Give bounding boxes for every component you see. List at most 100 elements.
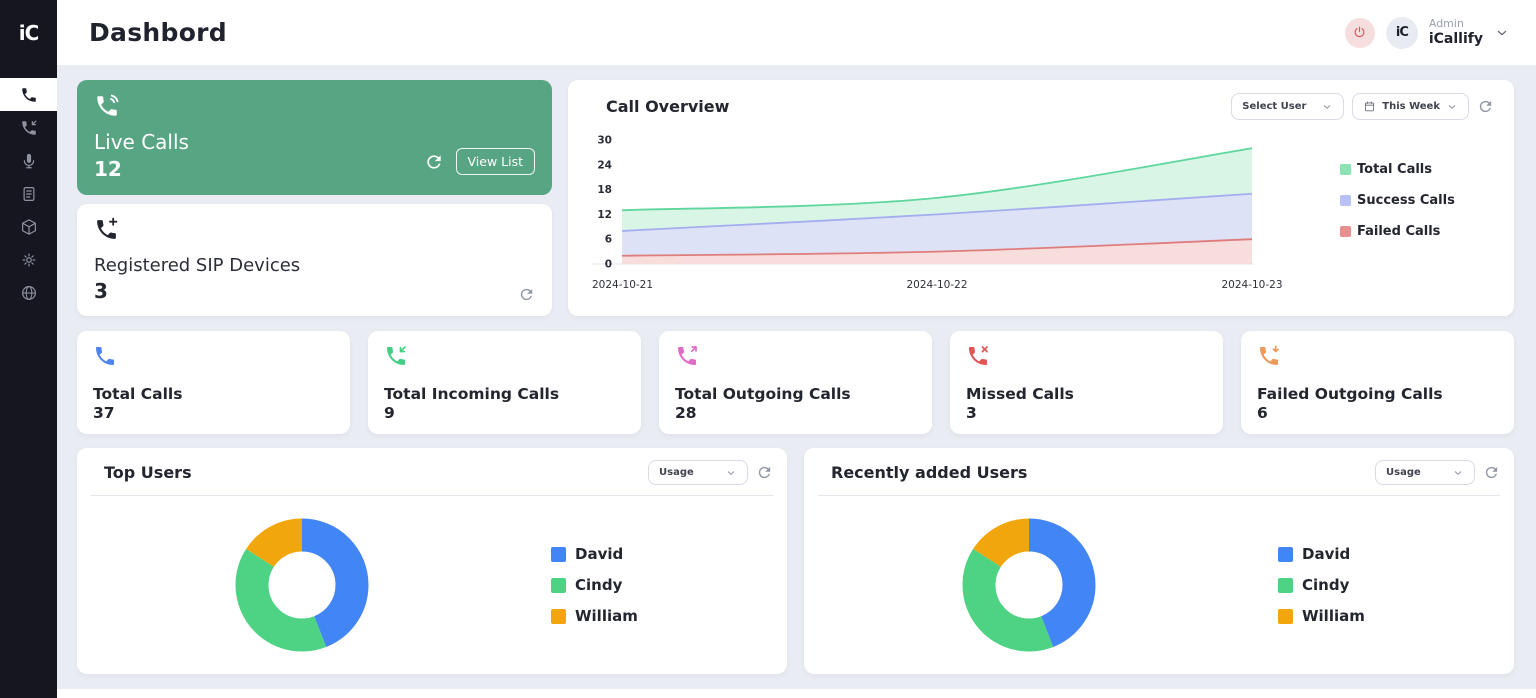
phone-icon	[21, 87, 36, 102]
microphone-icon	[23, 152, 34, 168]
user-name: iCallify	[1428, 30, 1483, 47]
live-calls-card: Live Calls 12 View List	[77, 80, 552, 195]
refresh-icon[interactable]	[518, 286, 535, 303]
svg-text:6: 6	[605, 234, 612, 246]
live-calls-title: Live Calls	[94, 130, 189, 154]
sidebar-item-recordings[interactable]	[0, 144, 57, 177]
legend-label: David	[575, 545, 624, 563]
usage-label: Usage	[659, 467, 694, 478]
select-user-label: Select User	[1242, 101, 1307, 112]
legend-swatch	[1340, 226, 1351, 237]
page-title: Dashbord	[89, 18, 227, 47]
sidebar: iC	[0, 0, 57, 698]
chevron-down-icon	[1324, 104, 1331, 109]
sidebar-item-reports[interactable]	[0, 177, 57, 210]
legend-label: William	[1302, 607, 1365, 625]
stat-card-outgoing-calls: Total Outgoing Calls 28	[659, 331, 932, 434]
legend-item: Cindy	[1278, 576, 1365, 594]
calendar-icon	[1365, 101, 1375, 112]
stat-card-incoming-calls: Total Incoming Calls 9	[368, 331, 641, 434]
call-overview-chart: 0 6 12 18 24 30 2024-10-21 2024-10-22 2024-10-23	[592, 135, 1283, 291]
refresh-icon[interactable]	[1483, 464, 1500, 481]
legend-label: Total Calls	[1357, 162, 1433, 177]
legend-label: William	[575, 607, 638, 625]
header: Dashbord iC Admin iCallify	[57, 0, 1536, 65]
sidebar-item-support[interactable]	[0, 276, 57, 309]
legend-swatch	[1278, 546, 1293, 562]
outgoing-call-icon	[675, 344, 699, 368]
phone-wave-icon	[94, 93, 120, 119]
chevron-down-icon	[1448, 104, 1456, 109]
call-overview-card: Call Overview Select User This Week	[568, 80, 1514, 316]
stat-card-missed-calls: Missed Calls 3	[950, 331, 1223, 434]
svg-text:2024-10-22: 2024-10-22	[906, 279, 967, 291]
phone-plus-icon	[94, 217, 119, 242]
legend-swatch	[551, 577, 566, 593]
missed-call-icon	[966, 344, 990, 368]
legend-swatch	[1278, 608, 1293, 624]
refresh-icon[interactable]	[1477, 98, 1494, 115]
legend-item: David	[551, 545, 638, 563]
sip-devices-value: 3	[94, 279, 108, 303]
legend-swatch	[1340, 164, 1351, 175]
live-calls-value: 12	[94, 157, 122, 181]
stat-card-failed-calls: Failed Outgoing Calls 6	[1241, 331, 1514, 434]
refresh-icon[interactable]	[424, 152, 444, 172]
divider	[818, 495, 1500, 496]
call-overview-title: Call Overview	[606, 97, 730, 116]
box-icon	[21, 218, 36, 235]
usage-dropdown[interactable]: Usage	[648, 460, 748, 485]
top-users-legend: David Cindy William	[551, 545, 638, 625]
period-dropdown[interactable]: This Week	[1352, 93, 1469, 120]
document-icon	[23, 186, 34, 201]
avatar[interactable]: iC	[1385, 16, 1418, 49]
failed-call-icon	[1257, 344, 1281, 368]
header-right: iC Admin iCallify	[1344, 16, 1510, 49]
user-meta: Admin iCallify	[1429, 17, 1483, 48]
chevron-down-icon	[1454, 470, 1462, 475]
top-users-title: Top Users	[104, 463, 192, 482]
usage-dropdown[interactable]: Usage	[1375, 460, 1475, 485]
legend-item: Total Calls	[1340, 162, 1455, 177]
stat-label: Failed Outgoing Calls	[1257, 385, 1443, 403]
sidebar-item-dashboard[interactable]	[0, 78, 57, 111]
top-users-card: Top Users Usage	[77, 448, 787, 674]
legend-item: David	[1278, 545, 1365, 563]
main-area: Dashbord iC Admin iCallify	[57, 0, 1536, 698]
stat-value: 9	[384, 404, 395, 422]
incoming-call-icon	[20, 119, 38, 137]
legend-swatch	[551, 608, 566, 624]
sidebar-menu	[0, 78, 57, 309]
svg-text:0: 0	[605, 259, 612, 271]
svg-text:12: 12	[597, 209, 612, 221]
svg-text:18: 18	[597, 184, 612, 196]
call-overview-legend: Total Calls Success Calls Failed Calls	[1340, 162, 1455, 239]
sidebar-item-settings[interactable]	[0, 243, 57, 276]
recent-users-donut	[962, 518, 1096, 652]
usage-label: Usage	[1386, 467, 1421, 478]
legend-label: David	[1302, 545, 1351, 563]
view-list-button[interactable]: View List	[455, 148, 535, 175]
app-logo: iC	[18, 20, 40, 45]
user-role: Admin	[1428, 16, 1464, 30]
sip-devices-title: Registered SIP Devices	[94, 255, 301, 276]
stat-value: 28	[675, 404, 697, 422]
stat-label: Missed Calls	[966, 385, 1074, 403]
recent-users-card: Recently added Users Usage	[804, 448, 1514, 674]
sidebar-item-packages[interactable]	[0, 210, 57, 243]
refresh-icon[interactable]	[756, 464, 773, 481]
legend-item: William	[1278, 607, 1365, 625]
svg-text:2024-10-23: 2024-10-23	[1221, 279, 1282, 291]
sidebar-item-call-logs[interactable]	[0, 111, 57, 144]
logout-button[interactable]	[1344, 17, 1375, 48]
stat-value: 3	[966, 404, 977, 422]
phone-icon	[96, 347, 114, 365]
legend-swatch	[1340, 195, 1351, 206]
power-icon	[1354, 26, 1365, 38]
legend-label: Cindy	[1302, 576, 1350, 594]
select-user-dropdown[interactable]: Select User	[1231, 93, 1345, 120]
chevron-down-icon[interactable]	[1494, 25, 1510, 41]
globe-icon	[21, 285, 36, 300]
stat-label: Total Outgoing Calls	[675, 385, 851, 403]
